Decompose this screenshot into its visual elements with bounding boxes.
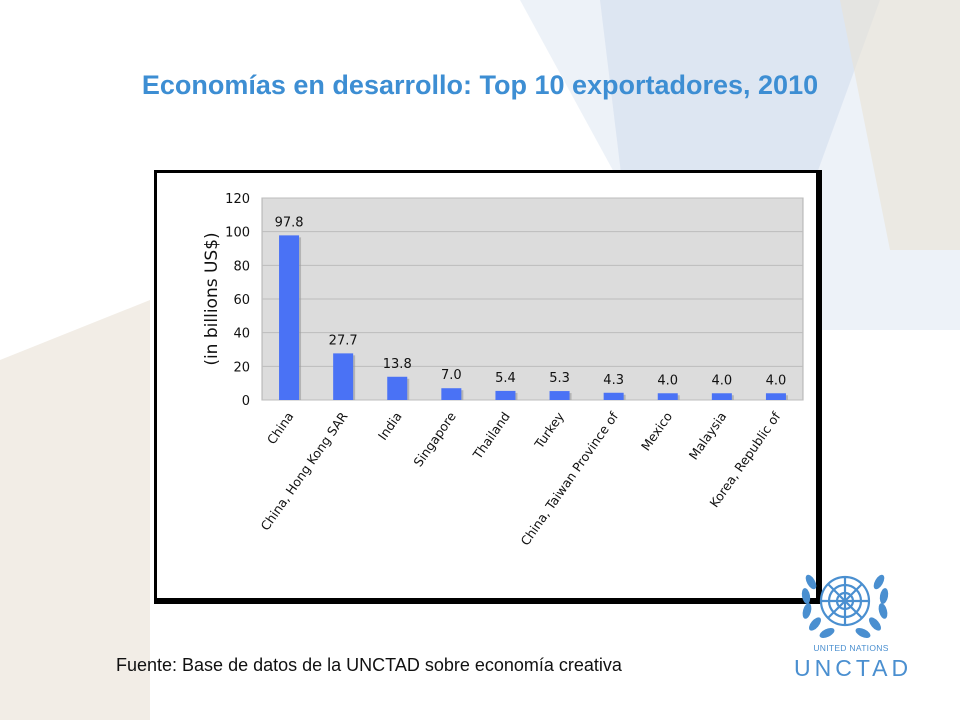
- bar-value-label: 7.0: [441, 368, 462, 383]
- y-tick-label: 100: [225, 226, 250, 241]
- bar-value-label: 4.0: [712, 373, 733, 388]
- y-tick-label: 20: [233, 360, 250, 375]
- bar: [549, 391, 570, 400]
- x-tick-label: Turkey: [531, 409, 568, 452]
- y-axis-label: (in billions US$): [202, 232, 222, 365]
- slide-title: Economías en desarrollo: Top 10 exportad…: [141, 70, 819, 100]
- un-name: UNITED NATIONS: [813, 643, 889, 653]
- y-tick-label: 0: [242, 394, 250, 409]
- y-tick-label: 80: [233, 259, 250, 274]
- bar-value-label: 13.8: [383, 357, 412, 372]
- bar-value-label: 4.0: [657, 373, 678, 388]
- un-acronym: UNCTAD: [794, 655, 913, 681]
- bar: [765, 393, 786, 400]
- y-tick-label: 60: [233, 293, 250, 308]
- x-tick-label: Mexico: [638, 409, 675, 453]
- y-tick-label: 40: [233, 327, 250, 342]
- chart-frame: 0 20 40 60 80 100 120 (in billions US$) 97.8 Chin…: [154, 170, 822, 604]
- x-tick-label: Singapore: [410, 409, 459, 470]
- bar-value-label: 4.0: [766, 373, 787, 388]
- un-emblem-icon: [801, 574, 889, 638]
- bar: [387, 376, 408, 400]
- bar-value-label: 97.8: [275, 215, 304, 230]
- y-tick-label: 120: [225, 192, 250, 207]
- bar: [603, 392, 624, 400]
- bar-value-label: 4.3: [603, 373, 624, 388]
- source-note: Fuente: Base de datos de la UNCTAD sobre…: [116, 655, 622, 675]
- bar: [441, 388, 462, 400]
- bar: [657, 393, 678, 400]
- x-tick-label: Malaysia: [686, 409, 730, 462]
- x-tick-label: China, Taiwan Province of: [517, 409, 621, 549]
- bar-chart: 0 20 40 60 80 100 120 (in billions US$) 97.8 Chin…: [202, 192, 804, 549]
- bar: [711, 393, 732, 400]
- x-tick-label: China: [264, 409, 297, 447]
- bar: [495, 390, 516, 400]
- bar-value-label: 27.7: [329, 333, 358, 348]
- bar-value-label: 5.3: [549, 371, 570, 386]
- bar: [279, 235, 300, 400]
- x-tick-label: Thailand: [469, 409, 513, 462]
- bar: [333, 353, 354, 400]
- bar-value-label: 5.4: [495, 371, 516, 386]
- x-tick-label: India: [375, 409, 405, 443]
